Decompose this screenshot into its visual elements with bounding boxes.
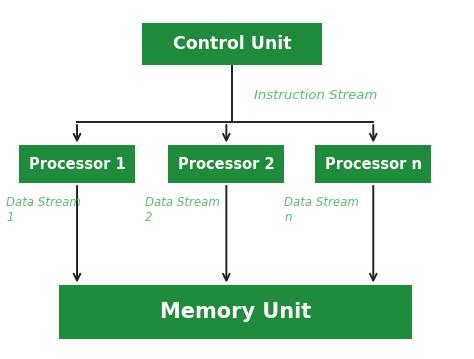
FancyBboxPatch shape — [142, 23, 322, 65]
Text: Data Stream
2: Data Stream 2 — [145, 196, 219, 224]
Text: Data Stream
1: Data Stream 1 — [6, 196, 81, 224]
Text: Instruction Stream: Instruction Stream — [254, 89, 377, 102]
FancyBboxPatch shape — [59, 285, 412, 339]
Text: Processor 1: Processor 1 — [28, 157, 126, 172]
FancyBboxPatch shape — [19, 145, 135, 183]
Text: Control Unit: Control Unit — [173, 35, 292, 53]
Text: Processor 2: Processor 2 — [178, 157, 274, 172]
FancyBboxPatch shape — [168, 145, 284, 183]
FancyBboxPatch shape — [315, 145, 431, 183]
Text: Memory Unit: Memory Unit — [160, 302, 311, 322]
Text: Data Stream
n: Data Stream n — [284, 196, 359, 224]
Text: Processor n: Processor n — [325, 157, 422, 172]
